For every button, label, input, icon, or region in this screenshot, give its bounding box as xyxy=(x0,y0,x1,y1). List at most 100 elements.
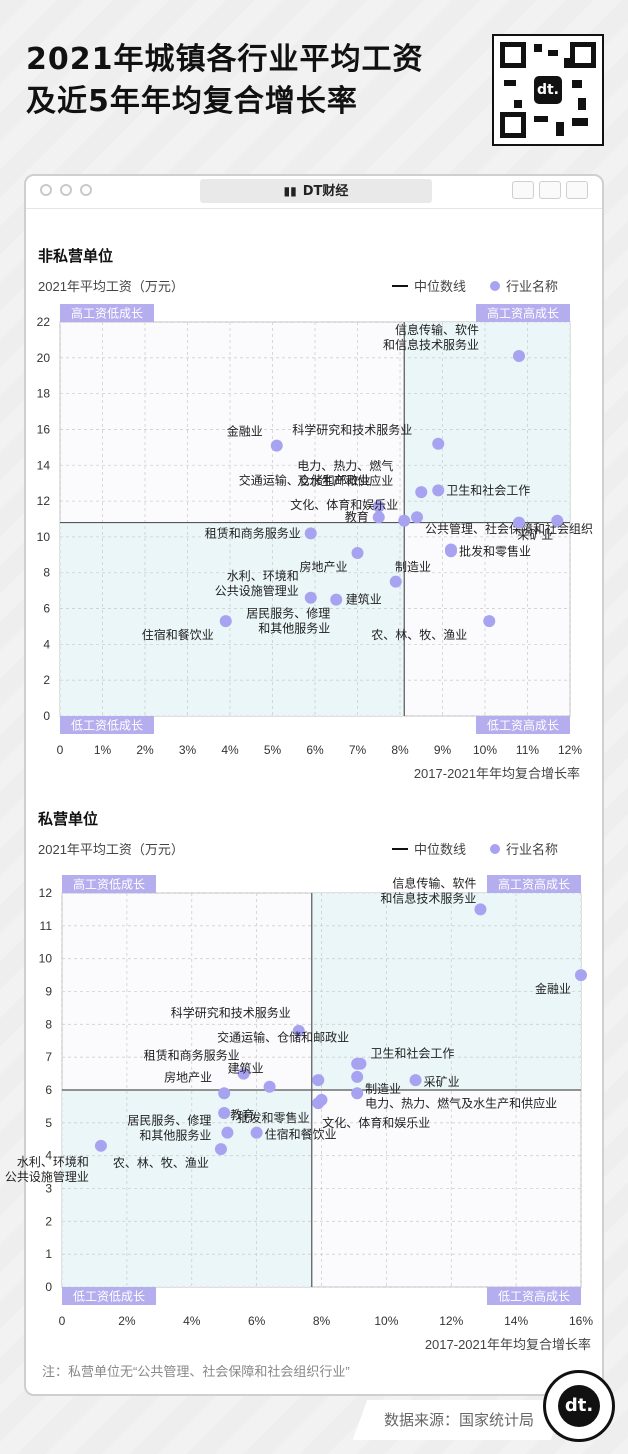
x-tick-label: 9% xyxy=(434,743,452,757)
data-point xyxy=(312,1074,325,1087)
quadrant-tag-bl: 低工资低成长 xyxy=(71,719,143,733)
data-point-label: 农、林、牧、渔业 xyxy=(113,1156,209,1170)
data-point-label: 文化、体育和娱乐业 xyxy=(322,1115,430,1130)
x-tick-label: 5% xyxy=(264,743,282,757)
x-axis-label: 2017-2021年年均复合增长率 xyxy=(414,766,580,781)
y-tick-label: 18 xyxy=(37,387,51,401)
source-text: 数据来源：国家统计局 xyxy=(383,1411,534,1429)
y-tick-label: 3 xyxy=(45,1182,52,1196)
y-tick-label: 10 xyxy=(39,952,53,966)
data-point-label: 住宿和餐饮业 xyxy=(265,1127,337,1142)
data-point xyxy=(351,547,364,560)
data-point xyxy=(250,1126,263,1139)
data-point xyxy=(221,1126,234,1139)
legend-point-label: 行业名称 xyxy=(506,279,558,294)
y-tick-label: 7 xyxy=(45,1050,52,1064)
minimize-icon[interactable] xyxy=(60,184,72,196)
data-point-label: 租赁和商务服务业 xyxy=(205,525,301,540)
y-tick-label: 0 xyxy=(45,1280,52,1294)
y-tick-label: 0 xyxy=(43,709,50,723)
data-point-label: 科学研究和技术服务业 xyxy=(292,422,412,437)
quadrant-tag-tr: 高工资高成长 xyxy=(487,306,559,321)
data-point-label: 水利、环境和公共设施管理业 xyxy=(215,568,299,598)
data-point-label: 建筑业 xyxy=(228,1061,264,1076)
y-tick-label: 22 xyxy=(37,315,51,329)
quadrant-tag-tl: 高工资低成长 xyxy=(71,306,143,321)
legend-point-label: 行业名称 xyxy=(506,842,558,857)
data-point xyxy=(474,903,487,916)
data-point-label: 教育 xyxy=(345,509,369,524)
x-tick-label: 0 xyxy=(59,1314,66,1328)
data-point-label: 居民服务、修理和其他服务业 xyxy=(246,606,330,636)
data-point xyxy=(445,545,457,558)
window-titlebar: ▮▮ DT财经 xyxy=(26,176,602,209)
data-point-label: 建筑业 xyxy=(346,592,382,607)
data-point-label: 卫生和社会工作 xyxy=(446,482,530,497)
legend-point-swatch xyxy=(490,281,500,291)
brand-logo-text: dt. xyxy=(558,1385,600,1427)
data-point-label: 信息传输、软件和信息技术服务业 xyxy=(383,322,479,352)
data-point xyxy=(411,511,423,524)
quadrant-low-growth-low-wage xyxy=(62,1090,312,1287)
quadrant-high-growth-high-wage xyxy=(404,322,570,523)
page-title-line2: 及近5年年均复合增长率 xyxy=(26,84,358,119)
copy-icon[interactable] xyxy=(566,181,588,199)
quadrant-tag-bl-bg xyxy=(60,716,154,734)
data-point xyxy=(398,514,411,527)
y-tick-label: 5 xyxy=(45,1116,52,1130)
record-icon[interactable] xyxy=(512,181,534,199)
y-tick-label: 2 xyxy=(43,673,50,687)
y-tick-label: 1 xyxy=(45,1247,52,1261)
data-point-label: 租赁和商务服务业 xyxy=(144,1048,240,1063)
y-tick-label: 20 xyxy=(37,351,51,365)
data-point xyxy=(304,591,317,604)
y-tick-label: 2 xyxy=(45,1214,52,1228)
x-tick-label: 14% xyxy=(504,1314,528,1328)
y-axis-label: 2021年平均工资（万元） xyxy=(38,279,184,294)
source-tag: 数据来源：国家统计局 xyxy=(352,1400,566,1440)
close-icon[interactable] xyxy=(40,184,52,196)
section-title: 私营单位 xyxy=(37,810,98,828)
section-title: 非私营单位 xyxy=(38,247,113,265)
y-tick-label: 6 xyxy=(45,1083,52,1097)
x-tick-label: 1% xyxy=(94,743,112,757)
x-tick-label: 11% xyxy=(516,743,539,757)
y-tick-label: 8 xyxy=(45,1017,52,1031)
data-point-label: 采矿业 xyxy=(517,528,553,542)
data-point-label: 文化、体育和娱乐业 xyxy=(290,497,398,512)
quadrant-tag-tr-bg xyxy=(487,875,581,893)
x-axis-label: 2017-2021年年均复合增长率 xyxy=(425,1337,591,1352)
y-tick-label: 12 xyxy=(37,494,51,508)
y-axis-label: 2021年平均工资（万元） xyxy=(38,842,184,857)
data-point-label: 公共管理、社会保障和社会组织 xyxy=(425,521,593,536)
quadrant-tag-tl: 高工资低成长 xyxy=(73,877,145,892)
data-point xyxy=(270,439,283,452)
window-title: ▮▮ DT财经 xyxy=(200,179,432,203)
upload-icon[interactable] xyxy=(539,181,561,199)
data-point xyxy=(214,1143,227,1156)
data-point-label: 农、林、牧、渔业 xyxy=(371,628,467,642)
data-point-label: 采矿业 xyxy=(424,1075,460,1089)
y-tick-label: 12 xyxy=(39,886,53,900)
data-point-label: 卫生和社会工作 xyxy=(370,1046,454,1061)
y-tick-label: 9 xyxy=(45,985,52,999)
legend-median-label: 中位数线 xyxy=(414,279,466,294)
quadrant-tag-tr-bg xyxy=(476,304,570,322)
x-tick-label: 10% xyxy=(473,743,497,757)
data-point xyxy=(312,1097,325,1110)
qr-code[interactable]: dt. xyxy=(492,34,604,146)
data-point xyxy=(304,527,317,540)
data-point xyxy=(218,1106,231,1119)
legend-median-label: 中位数线 xyxy=(414,842,466,857)
x-tick-label: 2% xyxy=(118,1314,136,1328)
y-tick-label: 4 xyxy=(45,1149,52,1163)
quadrant-tag-br: 低工资高成长 xyxy=(498,1289,570,1304)
x-tick-label: 6% xyxy=(248,1314,266,1328)
qr-logo: dt. xyxy=(534,76,562,104)
x-tick-label: 3% xyxy=(179,743,197,757)
quadrant-low-growth-low-wage xyxy=(60,522,405,716)
maximize-icon[interactable] xyxy=(80,184,92,196)
x-tick-label: 7% xyxy=(349,743,367,757)
data-point xyxy=(409,1074,422,1087)
data-point-label: 交通运输、仓储和邮政业 xyxy=(239,472,371,487)
